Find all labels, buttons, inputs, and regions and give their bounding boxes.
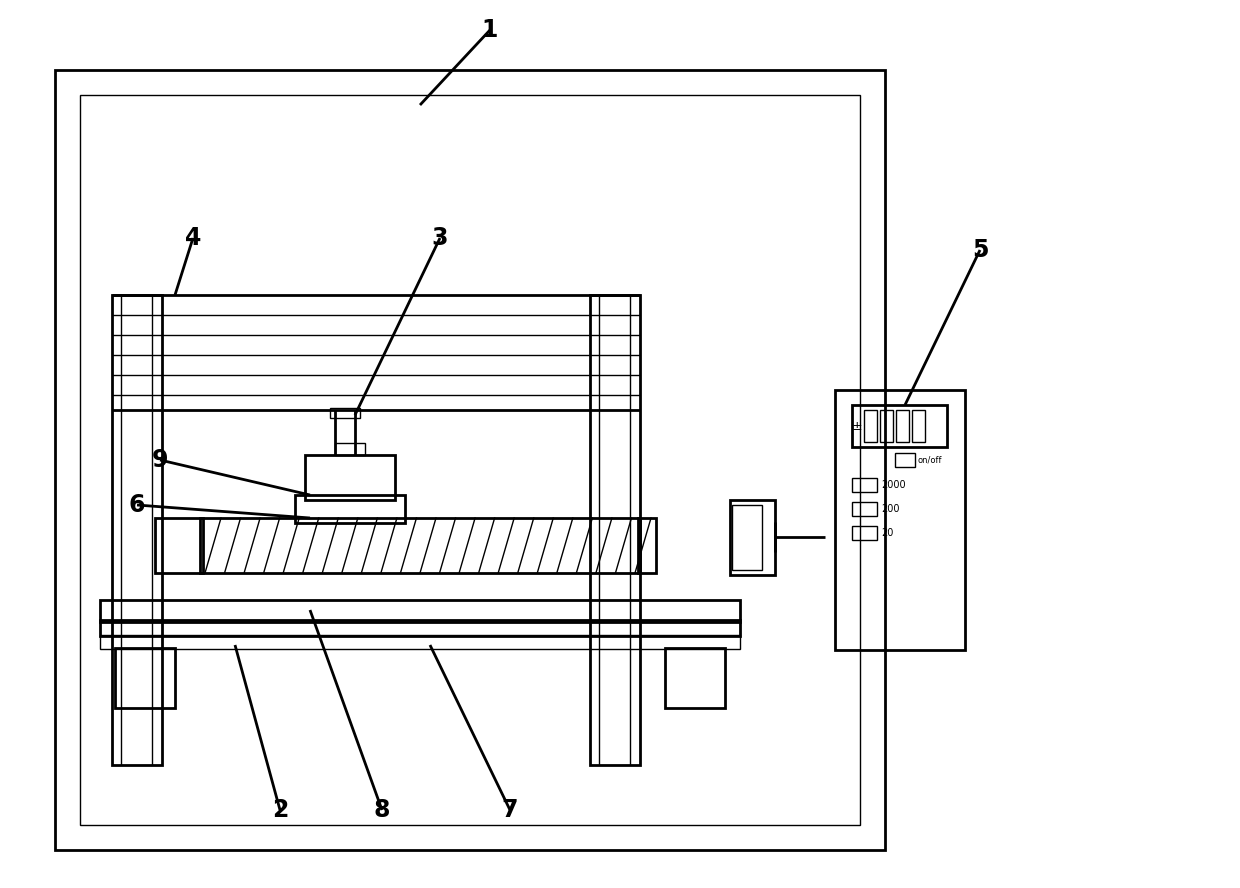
Text: ±: ± [852,419,862,432]
Bar [100,620,740,636]
Bar [911,410,925,442]
Bar [897,410,909,442]
Bar [864,410,877,442]
Bar [305,455,396,500]
Text: on/off: on/off [918,456,942,464]
Bar [852,478,877,492]
Text: 4: 4 [185,226,201,250]
Bar [112,295,162,765]
Bar [880,410,893,442]
Bar [100,600,740,622]
Text: 6: 6 [129,493,145,517]
Text: 2: 2 [272,798,288,822]
Bar [665,648,725,708]
Bar [295,495,405,523]
Text: 20: 20 [880,528,893,538]
Bar [852,526,877,540]
Text: 2000: 2000 [880,480,905,490]
Bar [639,518,656,573]
Bar [81,95,861,825]
Bar [335,443,365,455]
Bar [732,505,763,570]
Bar [590,295,640,765]
Bar [100,635,740,649]
Bar [852,405,947,447]
Bar [835,390,965,650]
Text: 1: 1 [482,18,498,42]
Text: 8: 8 [373,798,391,822]
Bar [115,648,175,708]
Text: 3: 3 [432,226,448,250]
Text: 9: 9 [151,448,169,472]
Bar [155,518,203,573]
Bar [330,408,360,418]
Bar [200,518,640,573]
Text: 200: 200 [880,504,899,514]
Bar [55,70,885,850]
Text: 7: 7 [502,798,518,822]
Bar [895,453,915,467]
Text: 5: 5 [972,238,988,262]
Bar [730,500,775,575]
Bar [852,502,877,516]
